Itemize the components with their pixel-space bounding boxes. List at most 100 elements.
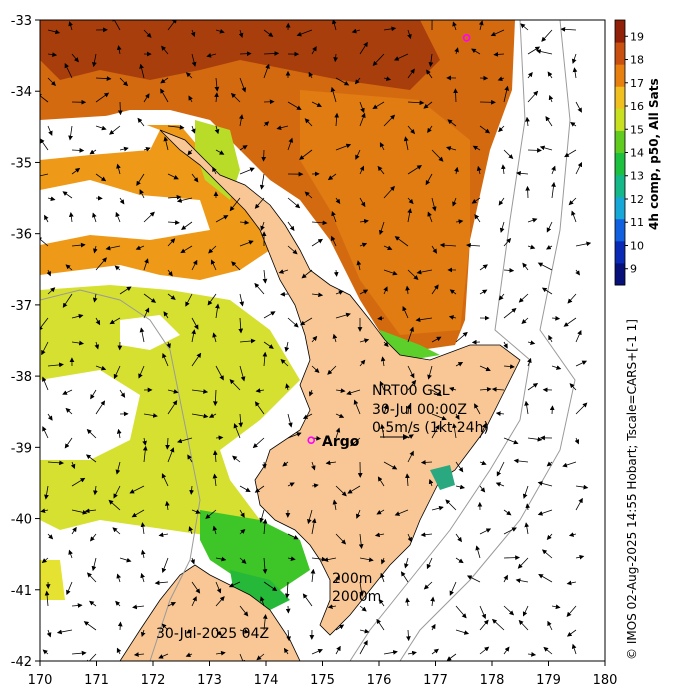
current-vector (280, 291, 289, 297)
cloud-gap-mid (120, 315, 180, 350)
current-vector (90, 533, 97, 542)
current-vector (40, 173, 49, 179)
current-vector (191, 173, 199, 183)
current-vector (383, 26, 397, 32)
current-vector (301, 269, 313, 279)
current-vector (323, 557, 337, 562)
current-vector (522, 605, 529, 617)
current-vector (238, 413, 244, 428)
current-vector (479, 605, 486, 620)
current-vector (518, 619, 529, 631)
current-vector (570, 122, 577, 127)
current-vector (575, 497, 583, 511)
current-vector (307, 509, 313, 525)
current-vector (359, 242, 368, 248)
current-vector (575, 484, 589, 490)
north-island (159, 129, 521, 636)
current-vector (65, 264, 73, 271)
colorbar-swatch (615, 262, 625, 286)
current-vector (431, 648, 439, 655)
current-vector (287, 317, 299, 328)
current-vector (538, 573, 553, 583)
current-vector (68, 21, 73, 31)
current-vector (161, 623, 169, 631)
current-vector (212, 166, 217, 175)
current-vector (311, 238, 323, 247)
current-vector (143, 211, 155, 223)
current-vector (335, 290, 344, 295)
current-vector (47, 460, 64, 466)
current-vector (164, 500, 170, 511)
current-vector (47, 29, 61, 35)
current-vector (311, 483, 319, 489)
current-vector (359, 640, 368, 655)
current-vector (331, 20, 337, 31)
current-vector (215, 28, 225, 34)
colorbar-tick-label: 9 (630, 263, 637, 276)
current-vector (215, 650, 226, 656)
current-vector (133, 652, 145, 657)
date-label: 30-Jul-2025 04Z (156, 626, 269, 642)
current-vector (263, 121, 270, 127)
current-vector (359, 605, 367, 612)
current-vector (137, 117, 145, 127)
current-vector (68, 549, 73, 559)
current-vector (333, 53, 339, 63)
current-vector (239, 240, 254, 247)
colorbar-tick-label: 16 (630, 100, 644, 113)
current-vector (208, 245, 217, 254)
current-vector (92, 212, 97, 223)
current-vector (499, 221, 505, 233)
current-vector (261, 149, 267, 162)
current-vector (185, 293, 193, 307)
current-vector (372, 53, 385, 66)
isobath-200-label: 200m (332, 571, 372, 587)
current-vector (66, 581, 73, 596)
sst-orange-east (300, 90, 470, 335)
current-vector (296, 29, 313, 37)
current-vector (454, 47, 459, 55)
current-vector (287, 137, 294, 151)
isobaths (40, 20, 576, 661)
current-vector (302, 413, 313, 419)
current-vector (56, 629, 73, 635)
current-vector (335, 575, 340, 583)
current-vector (407, 197, 414, 205)
cloud-gap-north (40, 115, 160, 160)
current-vector (415, 317, 433, 323)
current-vector (335, 624, 345, 631)
current-vector (139, 189, 145, 199)
current-vector (495, 411, 505, 416)
colorbar-tick-label: 19 (630, 30, 644, 43)
current-vector (455, 331, 468, 343)
current-vector (575, 161, 582, 175)
argo-label: Argo (322, 434, 360, 450)
current-vector (287, 245, 298, 255)
current-vector (47, 362, 64, 368)
current-vector (239, 557, 247, 564)
current-vector (332, 499, 338, 511)
colorbar-swatch (615, 240, 625, 264)
current-vector (498, 293, 505, 301)
current-vector (520, 23, 529, 31)
current-vector (575, 241, 592, 247)
current-vector (350, 437, 361, 447)
current-vector (252, 437, 265, 449)
current-vector (423, 581, 433, 590)
current-vector (162, 352, 169, 367)
current-vector (262, 614, 268, 631)
current-vector (359, 557, 374, 563)
current-vector (498, 125, 505, 133)
current-vector (524, 522, 530, 535)
current-vector (44, 590, 50, 607)
current-vector (167, 220, 180, 225)
current-vector (238, 317, 244, 334)
current-vector (332, 333, 338, 343)
current-vector (287, 197, 301, 209)
current-vector (407, 208, 413, 223)
current-vector (527, 436, 543, 442)
current-vector (95, 92, 110, 103)
landmasses (119, 129, 521, 661)
current-vector (515, 578, 529, 583)
current-vector (430, 596, 435, 607)
